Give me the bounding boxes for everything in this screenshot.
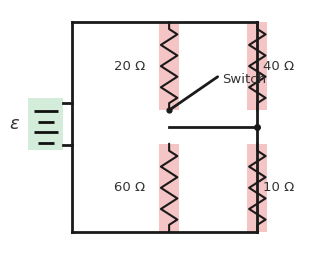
- Bar: [159, 144, 179, 232]
- Bar: [247, 22, 267, 110]
- Text: 20 Ω: 20 Ω: [114, 60, 145, 73]
- Text: Switch: Switch: [222, 73, 266, 86]
- Text: 40 Ω: 40 Ω: [263, 60, 294, 73]
- Text: ε: ε: [10, 115, 19, 133]
- Bar: [28, 98, 63, 150]
- Text: 10 Ω: 10 Ω: [263, 181, 294, 194]
- Bar: [247, 144, 267, 232]
- Bar: [159, 22, 179, 110]
- Text: 60 Ω: 60 Ω: [114, 181, 145, 194]
